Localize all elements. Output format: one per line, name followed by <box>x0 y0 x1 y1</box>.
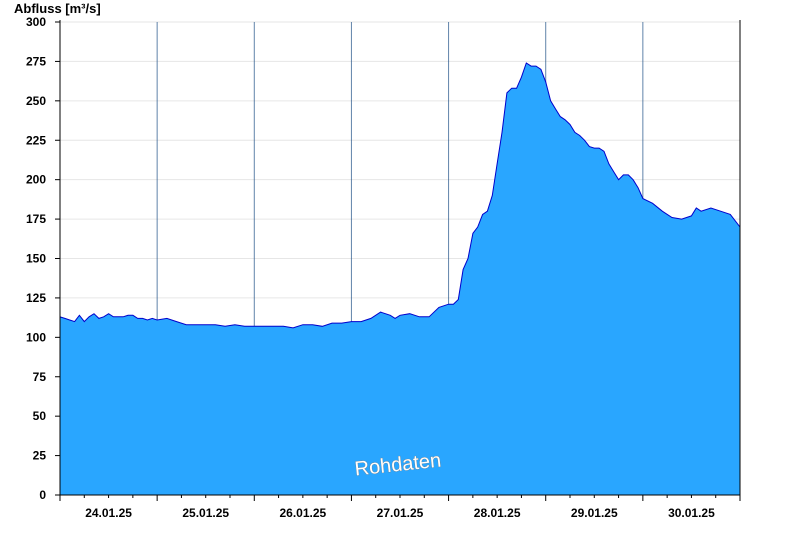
y-tick-label: 50 <box>33 409 47 423</box>
y-tick-label: 200 <box>26 173 46 187</box>
y-tick-label: 0 <box>39 488 46 502</box>
y-tick-label: 250 <box>26 94 46 108</box>
x-tick-label: 30.01.25 <box>668 506 715 520</box>
x-tick-label: 28.01.25 <box>474 506 521 520</box>
y-tick-label: 125 <box>26 291 46 305</box>
y-tick-label: 150 <box>26 252 46 266</box>
x-tick-label: 27.01.25 <box>377 506 424 520</box>
x-axis-ticks: 24.01.25 25.01.25 26.01.25 27.01.25 28.01.25… <box>59 495 741 520</box>
y-tick-label: 75 <box>33 370 47 384</box>
x-tick-label: 29.01.25 <box>571 506 618 520</box>
y-tick-label: 300 <box>26 15 46 29</box>
x-tick-label: 26.01.25 <box>279 506 326 520</box>
x-tick-label: 25.01.25 <box>182 506 229 520</box>
y-tick-label: 100 <box>26 330 46 344</box>
discharge-line <box>59 62 741 329</box>
x-tick-label: 24.01.25 <box>85 506 132 520</box>
y-axis-ticks: 0 25 50 75 100 125 150 175 200 225 250 275 300 <box>26 15 60 502</box>
y-tick-label: 225 <box>26 133 46 147</box>
discharge-area <box>60 63 740 495</box>
y-tick-label: 25 <box>33 449 47 463</box>
y-tick-label: 175 <box>26 212 46 226</box>
y-tick-label: 275 <box>26 54 46 68</box>
y-axis-label: Abfluss [m³/s] <box>14 1 101 16</box>
